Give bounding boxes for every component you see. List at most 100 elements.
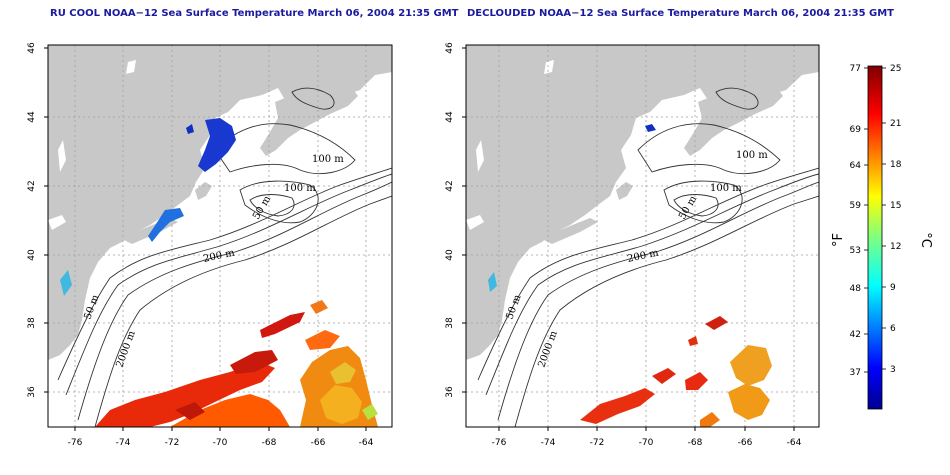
cb-f-label-5: 53: [850, 246, 861, 256]
lat-tick-right-4: 40: [445, 249, 455, 261]
land-mass-left: [48, 45, 392, 360]
sst-patch-left-15: [186, 124, 194, 134]
sst-patches-right: [488, 124, 772, 427]
lat-tick-right-1: 46: [445, 42, 455, 54]
sst-patch-left-10: [175, 402, 205, 420]
cb-c-label-1: 25: [890, 64, 901, 74]
sst-patch-left-8: [230, 350, 278, 374]
celsius-unit-label: °C: [918, 232, 933, 248]
lake-right-1: [544, 60, 554, 74]
cb-f-label-7: 42: [850, 330, 861, 340]
lat-tick-left-1: 46: [27, 42, 37, 54]
sst-patch-right-8: [700, 412, 720, 427]
sst-patch-left-5: [330, 362, 356, 384]
cape-cod-right: [616, 182, 633, 200]
lake-right-3: [476, 140, 484, 172]
lake-right-2: [466, 215, 484, 230]
sst-patch-left-6: [305, 330, 340, 350]
lake-left-3: [58, 140, 66, 172]
cb-c-label-6: 9: [890, 283, 896, 293]
cb-f-label-8: 37: [850, 368, 861, 378]
lon-labels-right: -76 -74 -72 -70 -68 -66 -64: [492, 438, 802, 448]
colorbar-fahrenheit-labels: 77 69 64 59 53 48 42 37: [850, 64, 862, 378]
map-panel-right: 100 m 100 m 50 m 200 m 50 m 2000 m -76 -…: [445, 42, 820, 448]
contour-label-left-2: 100 m: [284, 183, 316, 194]
map-panel-left: 100 m 100 m 50 m 200 m 50 m 2000 m -76 -…: [27, 42, 393, 448]
sst-patch-right-6: [705, 316, 728, 330]
sst-patch-left-2: [170, 394, 290, 427]
lon-labels-left: -76 -74 -72 -70 -68 -66 -64: [68, 438, 374, 448]
cape-cod-left: [195, 182, 212, 200]
cb-f-label-6: 48: [850, 284, 862, 294]
lon-tick-left-4: -70: [213, 438, 228, 448]
panel-1-title: RU COOL NOAA−12 Sea Surface Temperature …: [50, 8, 459, 19]
lake-left-1: [126, 60, 136, 74]
bathymetry-contours-left: [57, 87, 392, 427]
colorbar-gradient: [867, 65, 883, 410]
lon-tick-right-6: -66: [738, 438, 753, 448]
fahrenheit-unit-label: °F: [831, 233, 846, 247]
cb-c-label-8: 3: [890, 365, 896, 375]
ticks-right: [462, 47, 795, 431]
colorbar: 77 69 64 59 53 48 42 37 25 21 18 15 12 9…: [831, 64, 933, 410]
sst-patch-right-9: [645, 124, 656, 132]
lon-tick-left-2: -74: [116, 438, 131, 448]
cb-f-label-3: 64: [850, 161, 862, 171]
bathymetry-contours-right: [477, 87, 819, 427]
lon-tick-left-6: -66: [311, 438, 326, 448]
lon-tick-right-7: -64: [787, 438, 802, 448]
lat-tick-left-3: 42: [27, 180, 37, 191]
sst-patch-left-7: [260, 312, 305, 338]
lat-tick-right-2: 44: [445, 111, 455, 123]
sst-patch-left-13: [148, 208, 184, 242]
sst-patch-right-7: [688, 336, 698, 346]
ticks-left: [44, 47, 367, 431]
lon-tick-right-5: -68: [688, 438, 703, 448]
lake-left-2: [48, 215, 66, 230]
sst-patch-left-1: [95, 362, 275, 427]
lon-tick-left-3: -72: [165, 438, 180, 448]
colorbar-celsius-labels: 25 21 18 15 12 9 6 3: [890, 64, 902, 375]
cb-c-label-3: 18: [890, 160, 902, 170]
sst-patch-left-4: [320, 385, 362, 424]
contour-label-right-2: 100 m: [710, 183, 742, 194]
sst-patch-left-14: [60, 270, 72, 296]
sst-patch-right-4: [730, 345, 772, 386]
sst-patch-right-10: [488, 272, 497, 292]
lat-tick-left-4: 40: [27, 249, 37, 261]
sst-patch-right-5: [728, 384, 770, 420]
sst-patch-left-12: [198, 118, 236, 172]
lat-tick-left-2: 44: [27, 111, 37, 123]
lat-tick-right-6: 36: [445, 386, 455, 398]
cb-c-label-5: 12: [890, 242, 901, 252]
lon-tick-left-7: -64: [359, 438, 374, 448]
cb-c-label-4: 15: [890, 201, 901, 211]
lat-tick-right-3: 42: [445, 180, 455, 191]
lat-tick-left-6: 36: [27, 386, 37, 398]
lon-tick-left-1: -76: [68, 438, 83, 448]
lat-tick-right-5: 38: [445, 317, 455, 329]
sst-patch-right-3: [685, 372, 708, 390]
sst-patch-left-11: [362, 404, 378, 420]
lon-tick-right-3: -72: [590, 438, 605, 448]
nova-scotia-right: [684, 88, 783, 156]
cb-f-label-2: 69: [850, 125, 862, 135]
sst-patch-left-9: [310, 300, 328, 314]
sst-patch-right-1: [580, 388, 655, 424]
lat-labels-right: 46 44 42 40 38 36: [445, 42, 455, 398]
sst-patch-right-2: [652, 368, 676, 384]
cb-c-label-2: 21: [890, 119, 901, 129]
sst-patches-left: [60, 118, 378, 427]
cb-f-label-4: 59: [850, 201, 862, 211]
lon-tick-right-4: -70: [639, 438, 654, 448]
contour-label-right-1: 100 m: [736, 150, 768, 161]
map-border-right: [465, 44, 820, 428]
long-island-right: [540, 218, 598, 244]
cb-f-label-1: 77: [850, 64, 861, 74]
lat-tick-left-5: 38: [27, 317, 37, 329]
colorbar-ticks: [864, 67, 886, 373]
panel-2-title: DECLOUDED NOAA−12 Sea Surface Temperatur…: [467, 8, 895, 19]
lon-tick-left-5: -68: [262, 438, 277, 448]
land-mass-right: [466, 45, 819, 360]
